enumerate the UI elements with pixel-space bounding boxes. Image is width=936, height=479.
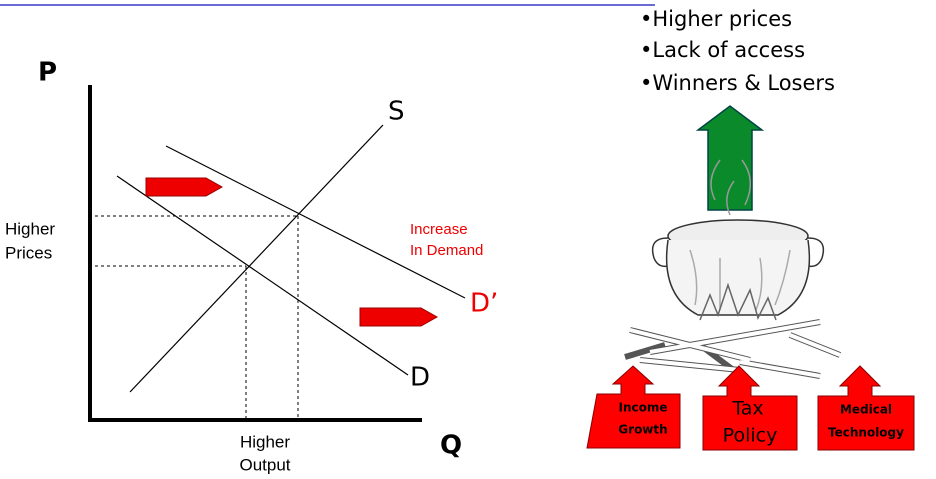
driver-label: Income: [618, 401, 667, 415]
result: •Higher prices: [640, 7, 792, 31]
pot-drawing: [624, 159, 842, 379]
up-arrow: [695, 105, 765, 211]
prices-label: Prices: [5, 243, 52, 262]
new-demand-line: [165, 145, 466, 299]
driver-label: Technology: [828, 426, 904, 440]
driver-label: Policy: [723, 425, 778, 447]
graph: [88, 85, 466, 422]
driver-box: [702, 365, 798, 451]
driver-box: [586, 365, 681, 449]
driver-box: [817, 365, 915, 451]
result: •Winners & Losers: [640, 71, 835, 95]
output-label: Higher: [240, 432, 290, 451]
guides: [95, 215, 299, 418]
increase-label: In Demand: [410, 242, 483, 259]
demand-label: D: [410, 363, 430, 393]
shift-arrow: [359, 307, 439, 327]
new-demand-label: D’: [470, 289, 498, 319]
driver-label: Medical: [840, 403, 892, 417]
output-label: Output: [239, 455, 290, 474]
drivers: Income Growth Tax Policy Medical Technol…: [586, 365, 915, 451]
supply-label: S: [388, 97, 405, 127]
supply-line: [129, 124, 384, 393]
result: •Lack of access: [640, 38, 805, 62]
shift-arrow: [145, 177, 224, 197]
demand-line: [116, 175, 409, 376]
y-axis-label: P: [38, 58, 57, 88]
driver-label: Tax: [731, 398, 763, 420]
driver-label: Growth: [618, 423, 667, 437]
increase-label: Increase: [410, 221, 468, 238]
prices-label: Higher: [5, 219, 55, 238]
x-axis-label: Q: [440, 431, 462, 461]
